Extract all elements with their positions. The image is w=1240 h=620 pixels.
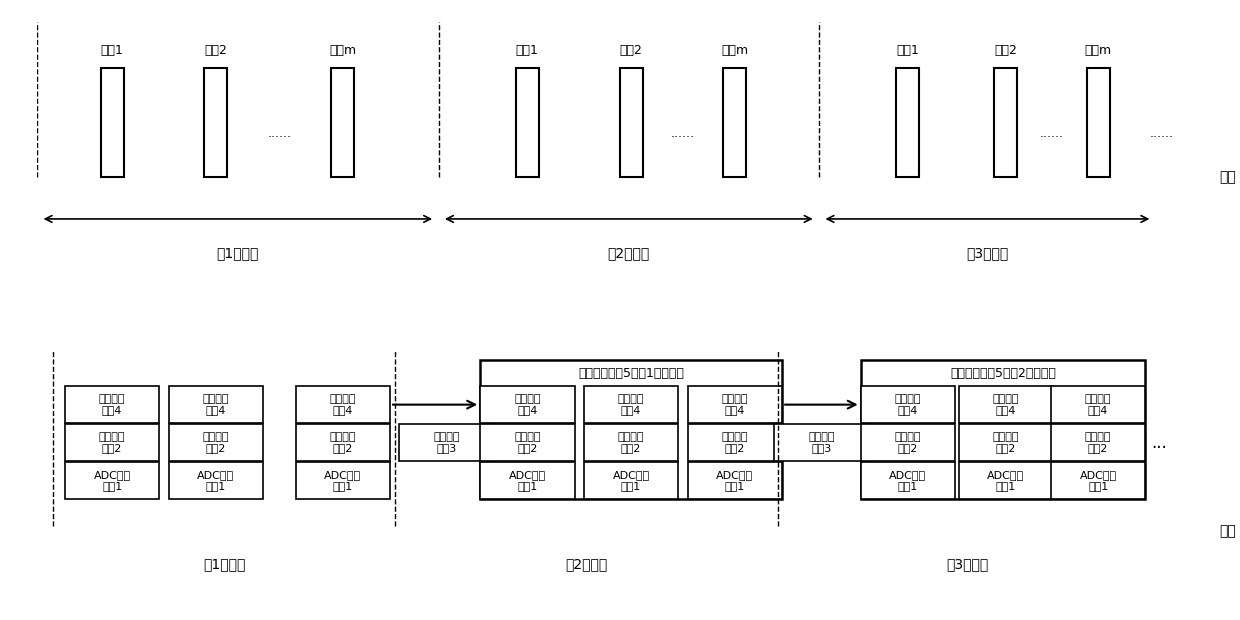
Bar	[688, 424, 782, 461]
Text: 时间: 时间	[1219, 170, 1236, 184]
Text: 脉冷m: 脉冷m	[1085, 44, 1112, 57]
Bar	[169, 424, 263, 461]
Bar	[959, 386, 1053, 423]
Text: ......: ......	[671, 127, 694, 140]
Text: 数据累加
模兗2: 数据累加 模兗2	[722, 432, 748, 453]
Bar	[959, 424, 1053, 461]
Text: 光谱拼接
模兗4: 光谱拼接 模兗4	[515, 394, 541, 415]
Bar	[331, 68, 355, 177]
Bar	[1050, 424, 1146, 461]
Bar	[64, 386, 160, 423]
Text: 波长解调模兗5（第2个周期）: 波长解调模兗5（第2个周期）	[950, 367, 1056, 380]
Text: 数据累加
模兗2: 数据累加 模兗2	[330, 432, 356, 453]
Text: 数据累加
模兗2: 数据累加 模兗2	[99, 432, 125, 453]
Bar	[861, 386, 955, 423]
Text: ......: ......	[1149, 127, 1173, 140]
Bar	[897, 68, 919, 177]
Text: 时间: 时间	[1219, 525, 1236, 539]
Bar	[620, 68, 642, 177]
Bar	[480, 386, 574, 423]
Text: ......: ......	[268, 127, 291, 140]
Bar	[100, 68, 124, 177]
Text: 光谱拼接
模兗4: 光谱拼接 模兗4	[894, 394, 921, 415]
Text: ......: ......	[1040, 127, 1064, 140]
Bar	[169, 462, 263, 499]
Text: 数据累加
模兗2: 数据累加 模兗2	[202, 432, 229, 453]
Text: ADC采样
模兗1: ADC采样 模兗1	[717, 470, 754, 492]
Text: 脉冷1: 脉冷1	[516, 44, 538, 57]
Bar	[688, 462, 782, 499]
Text: 光谱拼接
模兗4: 光谱拼接 模兗4	[99, 394, 125, 415]
Bar	[205, 68, 227, 177]
Bar	[295, 386, 391, 423]
Text: ...: ...	[1152, 433, 1167, 451]
Text: 数据累加
模兗2: 数据累加 模兗2	[618, 432, 645, 453]
Text: 光栌定位
模兗3: 光栌定位 模兗3	[433, 432, 460, 453]
Text: 脉冷2: 脉冷2	[994, 44, 1017, 57]
Text: ADC采样
模兗1: ADC采样 模兗1	[324, 470, 361, 492]
Text: 第1个周期: 第1个周期	[217, 246, 259, 260]
Text: 光栌定位
模兗3: 光栌定位 模兗3	[808, 432, 835, 453]
Text: 光谱拼接
模兗4: 光谱拼接 模兗4	[330, 394, 356, 415]
Text: ADC采样
模兗1: ADC采样 模兗1	[197, 470, 234, 492]
Text: 数据累加
模兗2: 数据累加 模兗2	[894, 432, 921, 453]
Bar	[723, 68, 746, 177]
Bar	[584, 386, 678, 423]
Text: 光谱拼接
模兗4: 光谱拼接 模兗4	[202, 394, 229, 415]
Text: 第3个周期: 第3个周期	[966, 246, 1008, 260]
Bar	[994, 68, 1017, 177]
Bar	[480, 424, 574, 461]
Bar	[861, 424, 955, 461]
Text: 数据累加
模兗2: 数据累加 模兗2	[1085, 432, 1111, 453]
Text: 数据累加
模兗2: 数据累加 模兗2	[515, 432, 541, 453]
Bar	[861, 462, 955, 499]
Text: 波长解调模兗5（第1个周期）: 波长解调模兗5（第1个周期）	[578, 367, 684, 380]
Bar	[480, 360, 782, 499]
Bar	[1050, 386, 1146, 423]
Bar	[688, 386, 782, 423]
Bar	[1086, 68, 1110, 177]
Bar	[64, 462, 160, 499]
Bar	[959, 462, 1053, 499]
Text: 光谱拼接
模兗4: 光谱拼接 模兗4	[1085, 394, 1111, 415]
Bar	[169, 386, 263, 423]
Bar	[584, 462, 678, 499]
Text: ADC采样
模兗1: ADC采样 模兗1	[987, 470, 1024, 492]
Text: ADC采样
模兗1: ADC采样 模兗1	[613, 470, 650, 492]
Bar	[64, 424, 160, 461]
Text: 第2个周期: 第2个周期	[608, 246, 650, 260]
Text: 数据累加
模兗2: 数据累加 模兗2	[993, 432, 1019, 453]
Text: ADC采样
模兗1: ADC采样 模兗1	[1080, 470, 1117, 492]
Text: 脉冷m: 脉冷m	[330, 44, 356, 57]
Text: 第1个周期: 第1个周期	[203, 557, 246, 571]
Bar	[774, 424, 869, 461]
Text: 第2个周期: 第2个周期	[565, 557, 608, 571]
Bar	[584, 424, 678, 461]
Text: 脉冷1: 脉冷1	[897, 44, 919, 57]
Text: 脉冷1: 脉冷1	[100, 44, 124, 57]
Text: 光谱拼接
模兗4: 光谱拼接 模兗4	[993, 394, 1019, 415]
Text: ADC采样
模兗1: ADC采样 模兗1	[889, 470, 926, 492]
Bar	[480, 462, 574, 499]
Text: ADC采样
模兗1: ADC采样 模兗1	[508, 470, 546, 492]
Text: ADC采样
模兗1: ADC采样 模兗1	[93, 470, 130, 492]
Text: 脉冷2: 脉冷2	[620, 44, 642, 57]
Text: 第3个周期: 第3个周期	[946, 557, 988, 571]
Bar	[295, 462, 391, 499]
Text: 脉冷m: 脉冷m	[722, 44, 749, 57]
Bar	[516, 68, 539, 177]
Bar	[1050, 462, 1146, 499]
Text: 光谱拼接
模兗4: 光谱拼接 模兗4	[722, 394, 748, 415]
Text: 脉冷2: 脉冷2	[205, 44, 227, 57]
Bar	[399, 424, 494, 461]
Bar	[295, 424, 391, 461]
Bar	[861, 360, 1146, 499]
Text: 光谱拼接
模兗4: 光谱拼接 模兗4	[618, 394, 645, 415]
